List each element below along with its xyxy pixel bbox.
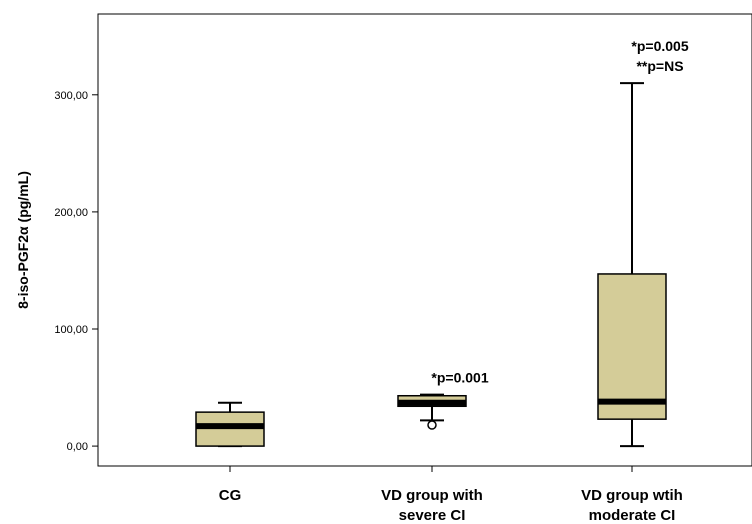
p-value-annotation: *p=0.005 (631, 38, 688, 54)
annotations-group: *p=0.001 *p=0.005 **p=NS (431, 38, 688, 385)
y-tick-label: 100,00 (54, 324, 88, 336)
p-value-annotation: *p=0.001 (431, 370, 488, 386)
y-tick-label: 200,00 (54, 207, 88, 219)
box-1 (195, 401, 265, 448)
category-label: CG (219, 487, 242, 504)
y-axis-label: 8-iso-PGF2α (pg/mL) (15, 171, 31, 309)
y-tick-label: 300,00 (54, 90, 88, 102)
x-axis-ticks: CG VD group with severe CI VD group wtih mod… (219, 466, 683, 524)
outlier-point (427, 420, 437, 430)
box-2 (397, 393, 467, 430)
category-label: VD group with (381, 487, 483, 504)
box-3 (597, 82, 667, 448)
category-label: moderate CI (589, 507, 676, 524)
y-axis-ticks: 0,00 100,00 200,00 300,00 (54, 90, 98, 453)
y-tick-label: 0,00 (67, 441, 88, 453)
category-label: VD group wtih (581, 487, 683, 504)
boxes-group (195, 82, 667, 448)
category-label: severe CI (399, 507, 466, 524)
p-value-annotation: **p=NS (636, 58, 683, 74)
iqr-box (597, 273, 667, 420)
